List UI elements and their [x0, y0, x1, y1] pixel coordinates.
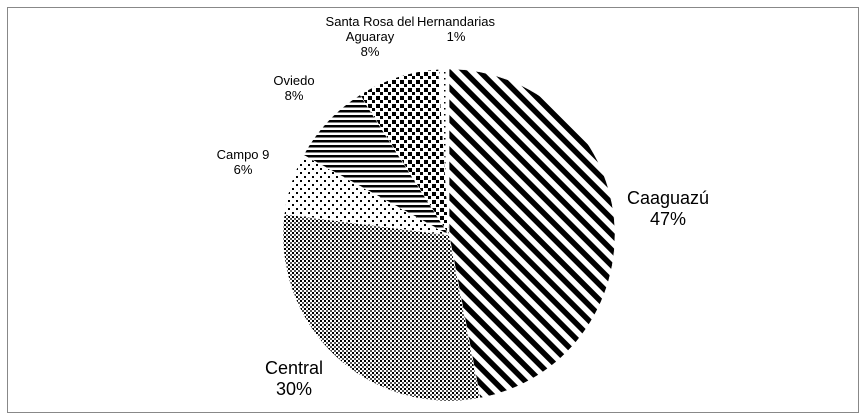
value-label: 30% — [275, 378, 313, 399]
category-label: Hernandarias — [416, 14, 496, 29]
slice-label: Oviedo 8% — [244, 73, 344, 104]
slice-label: Santa Rosa del Aguaray 8% — [315, 14, 425, 60]
value-label: 8% — [284, 87, 304, 103]
value-label: 6% — [233, 161, 253, 177]
value-label: 1% — [446, 28, 466, 44]
slice-label: Hernandarias 1% — [406, 14, 506, 45]
value-label: 47% — [649, 208, 687, 229]
category-label: Oviedo — [273, 73, 315, 88]
slice-label: Caaguazú 47% — [608, 188, 728, 229]
pie-slice — [282, 213, 481, 402]
frame — [7, 7, 859, 413]
pie-slice — [438, 68, 450, 236]
pie-slice — [448, 68, 616, 399]
category-label: Campo 9 — [216, 147, 270, 162]
slice-label: Campo 9 6% — [193, 147, 293, 178]
category-label: Caaguazú — [626, 188, 710, 208]
slice-label: Central 30% — [234, 358, 354, 399]
value-label: 8% — [360, 43, 380, 59]
category-label: Santa Rosa del Aguaray — [325, 14, 415, 44]
category-label: Central — [264, 358, 324, 378]
